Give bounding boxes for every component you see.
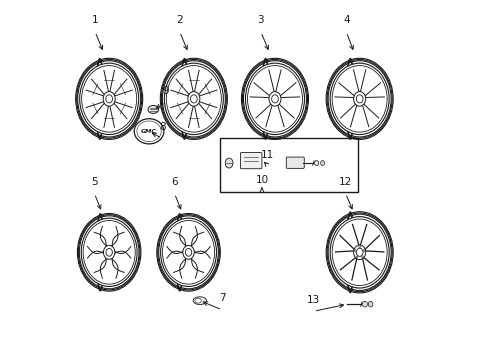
Ellipse shape (368, 301, 373, 307)
Text: 1: 1 (92, 15, 98, 26)
Ellipse shape (183, 245, 194, 259)
Text: 7: 7 (219, 293, 225, 303)
Text: 13: 13 (307, 295, 320, 305)
Ellipse shape (330, 63, 389, 135)
Ellipse shape (106, 95, 113, 103)
Ellipse shape (363, 301, 368, 307)
Ellipse shape (356, 95, 363, 103)
Text: 4: 4 (343, 15, 349, 26)
Ellipse shape (354, 249, 356, 252)
Ellipse shape (354, 91, 366, 106)
Ellipse shape (185, 248, 192, 256)
Bar (220, 138, 358, 192)
Text: 11: 11 (261, 149, 274, 159)
Text: 2: 2 (176, 15, 183, 26)
Ellipse shape (359, 246, 361, 248)
Text: 9: 9 (162, 86, 169, 96)
Ellipse shape (225, 158, 233, 168)
Ellipse shape (356, 256, 358, 258)
Ellipse shape (362, 256, 363, 258)
Ellipse shape (134, 119, 164, 144)
Ellipse shape (332, 219, 387, 285)
FancyBboxPatch shape (241, 153, 262, 169)
FancyBboxPatch shape (286, 157, 304, 168)
Ellipse shape (103, 91, 115, 106)
Ellipse shape (161, 218, 217, 287)
Ellipse shape (320, 161, 324, 166)
Ellipse shape (148, 105, 159, 113)
Text: 12: 12 (339, 177, 352, 187)
Ellipse shape (82, 66, 137, 132)
Ellipse shape (332, 66, 387, 132)
Text: 10: 10 (255, 175, 269, 185)
Ellipse shape (247, 66, 302, 132)
Ellipse shape (245, 63, 304, 135)
Text: 6: 6 (171, 177, 178, 187)
Ellipse shape (80, 63, 139, 135)
Text: 3: 3 (258, 15, 264, 26)
Text: GMC: GMC (141, 129, 157, 134)
Ellipse shape (193, 297, 207, 305)
Ellipse shape (195, 298, 201, 303)
Ellipse shape (103, 245, 115, 259)
Ellipse shape (330, 217, 389, 288)
Text: 5: 5 (91, 177, 98, 187)
Ellipse shape (269, 91, 281, 106)
Ellipse shape (188, 91, 200, 106)
Ellipse shape (354, 245, 366, 260)
Ellipse shape (356, 248, 363, 256)
Ellipse shape (164, 63, 223, 135)
Ellipse shape (83, 221, 135, 284)
Ellipse shape (271, 95, 278, 103)
Ellipse shape (106, 248, 112, 256)
Ellipse shape (81, 218, 137, 287)
Ellipse shape (315, 161, 318, 166)
Ellipse shape (163, 221, 215, 284)
Ellipse shape (167, 66, 221, 132)
Text: 8: 8 (159, 122, 166, 132)
Ellipse shape (191, 95, 197, 103)
Ellipse shape (363, 249, 365, 252)
